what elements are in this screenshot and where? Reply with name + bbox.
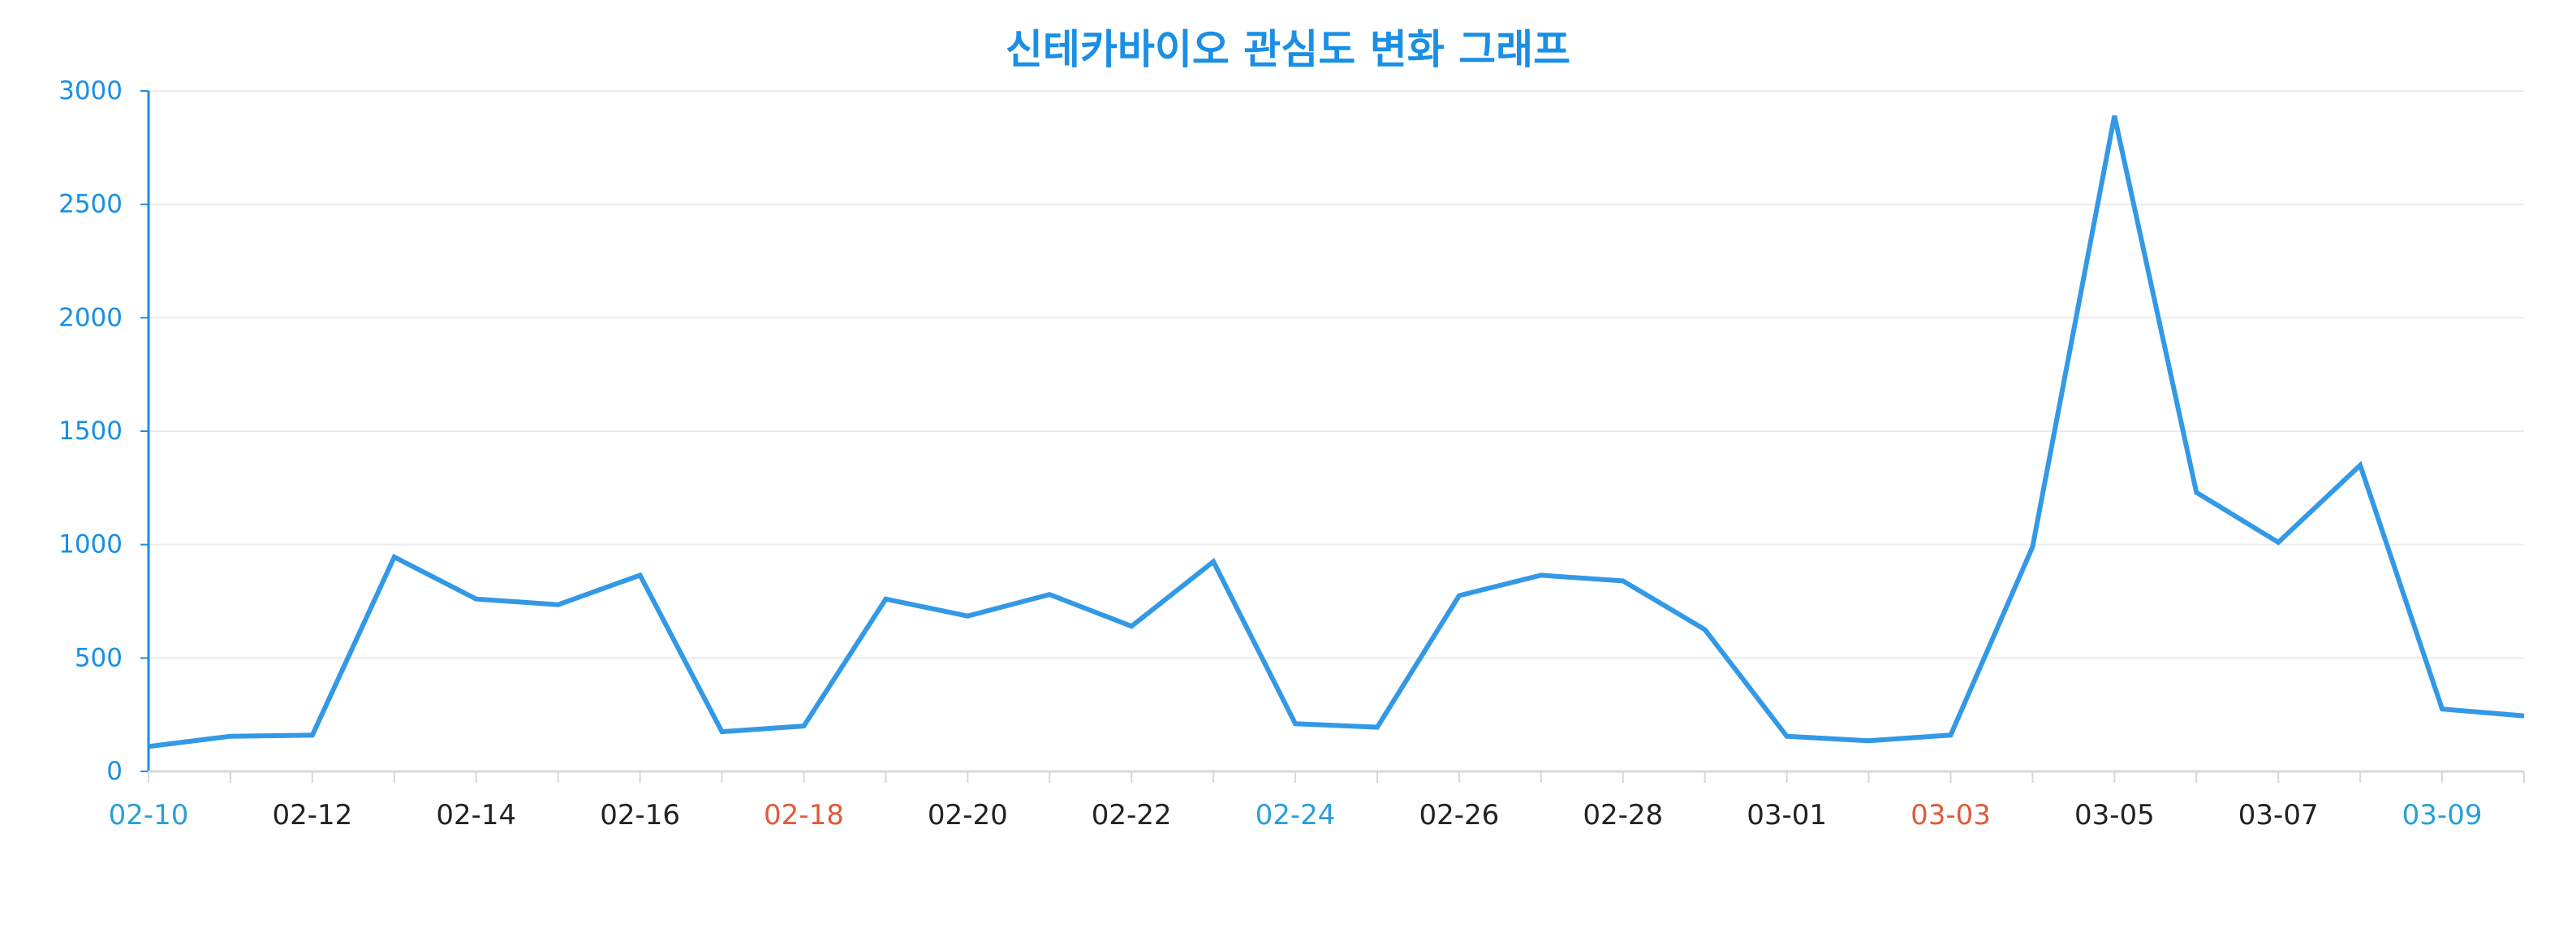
y-axis-ticks: 0 500 1000 1500 2000 2500 3000	[58, 76, 149, 786]
y-tick-label: 2500	[58, 190, 123, 219]
x-tick-label: 03-05	[2074, 799, 2155, 831]
y-tick-label: 3000	[58, 76, 123, 106]
x-tick-label: 02-10	[109, 799, 189, 831]
x-tick-label: 02-22	[1092, 799, 1172, 831]
y-tick-label: 1000	[58, 530, 123, 559]
x-tick-label: 02-28	[1583, 799, 1663, 831]
x-tick-label: 03-03	[1910, 799, 1991, 831]
x-tick-label: 02-20	[928, 799, 1008, 831]
y-tick-label: 0	[106, 757, 123, 786]
x-tick-label: 02-16	[600, 799, 680, 831]
y-tick-label: 1500	[58, 417, 123, 446]
x-tick-label: 03-01	[1747, 799, 1827, 831]
y-tick-label: 500	[75, 643, 123, 672]
series-layer	[148, 115, 2525, 749]
series-line	[148, 115, 2525, 749]
x-tick-label: 03-07	[2238, 799, 2319, 831]
x-tick-label: 02-12	[272, 799, 352, 831]
x-axis-ticks: 02-10 02-12 02-14 02-16 02-18 02-20 02-22 02-24…	[109, 771, 2525, 831]
y-tick-label: 2000	[58, 303, 123, 332]
chart-title: 신테카바이오 관심도 변화 그래프	[1006, 26, 1570, 73]
x-tick-label: 02-26	[1419, 799, 1499, 831]
x-tick-label: 02-24	[1256, 799, 1336, 831]
grid-lines	[149, 90, 2524, 659]
x-tick-label: 02-14	[436, 799, 516, 831]
x-tick-label: 03-09	[2402, 799, 2483, 831]
x-tick-label: 02-18	[764, 799, 844, 831]
